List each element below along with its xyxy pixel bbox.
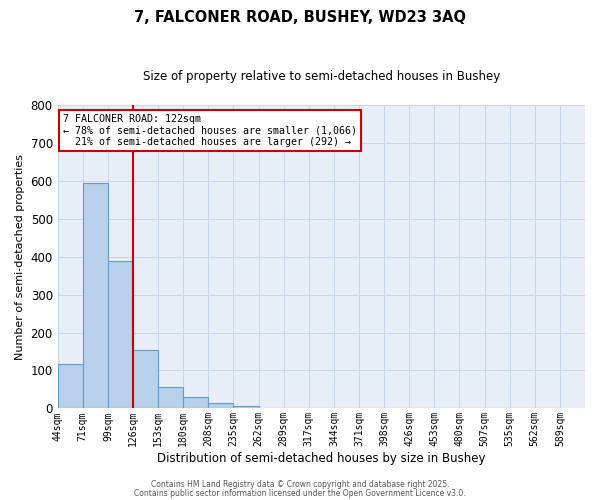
X-axis label: Distribution of semi-detached houses by size in Bushey: Distribution of semi-detached houses by … [157,452,485,465]
Bar [133,350,158,408]
Bar [233,406,259,408]
Text: Contains HM Land Registry data © Crown copyright and database right 2025.: Contains HM Land Registry data © Crown c… [151,480,449,489]
Bar [183,397,208,408]
Bar [208,403,233,408]
Bar [58,364,83,408]
Title: Size of property relative to semi-detached houses in Bushey: Size of property relative to semi-detach… [143,70,500,83]
Text: Contains public sector information licensed under the Open Government Licence v3: Contains public sector information licen… [134,488,466,498]
Bar [158,387,183,408]
Text: 7, FALCONER ROAD, BUSHEY, WD23 3AQ: 7, FALCONER ROAD, BUSHEY, WD23 3AQ [134,10,466,25]
Bar [108,260,133,408]
Text: 7 FALCONER ROAD: 122sqm
← 78% of semi-detached houses are smaller (1,066)
  21% : 7 FALCONER ROAD: 122sqm ← 78% of semi-de… [63,114,357,148]
Bar [83,183,108,408]
Y-axis label: Number of semi-detached properties: Number of semi-detached properties [15,154,25,360]
